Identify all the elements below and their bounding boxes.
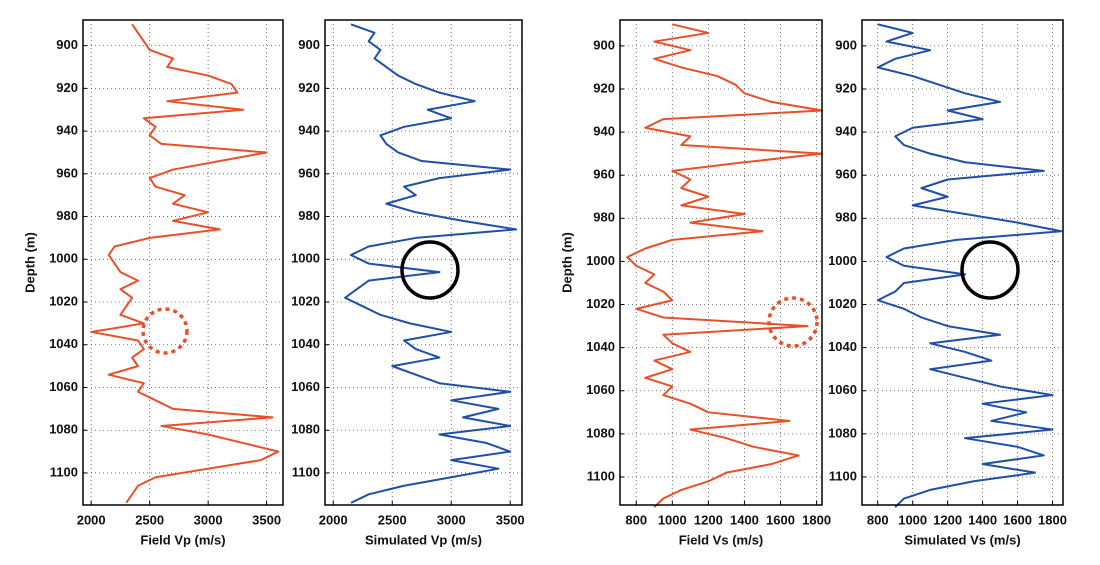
y-tick-label: 900 bbox=[835, 37, 857, 52]
y-tick-label: 1040 bbox=[828, 339, 857, 354]
y-tick-label: 1060 bbox=[49, 379, 78, 394]
y-tick-label: 940 bbox=[298, 123, 320, 138]
x-tick-label: 800 bbox=[867, 512, 889, 527]
y-tick-label: 1100 bbox=[587, 468, 615, 483]
y-tick-label: 1100 bbox=[50, 464, 78, 479]
x-tick-label: 1800 bbox=[1038, 512, 1067, 527]
log-curve bbox=[90, 23, 280, 504]
x-tick-label: 1200 bbox=[933, 512, 962, 527]
plot-border bbox=[619, 19, 823, 506]
x-tick-label: 1000 bbox=[898, 512, 927, 527]
x-tick-label: 3500 bbox=[496, 512, 525, 527]
x-tick-label: 1000 bbox=[658, 512, 687, 527]
plot-border bbox=[82, 19, 284, 506]
x-tick-label: 1400 bbox=[730, 512, 759, 527]
y-tick-label: 960 bbox=[835, 167, 857, 182]
y-tick-label: 1020 bbox=[49, 293, 78, 308]
log-curve bbox=[626, 23, 823, 508]
log-curve bbox=[344, 23, 518, 504]
y-tick-label: 1020 bbox=[828, 296, 857, 311]
x-axis-label: Field Vp (m/s) bbox=[140, 532, 225, 547]
y-tick-label: 920 bbox=[298, 80, 320, 95]
y-tick-label: 980 bbox=[593, 210, 615, 225]
x-tick-label: 3500 bbox=[252, 512, 281, 527]
plot-frame bbox=[620, 20, 822, 505]
y-axis-label: Depth (m) bbox=[22, 232, 37, 293]
y-tick-label: 1000 bbox=[49, 251, 78, 266]
y-tick-label: 920 bbox=[56, 80, 78, 95]
y-tick-label: 980 bbox=[298, 208, 320, 223]
y-tick-label: 1080 bbox=[49, 422, 78, 437]
x-axis-label: Field Vs (m/s) bbox=[679, 532, 764, 547]
y-tick-label: 960 bbox=[298, 165, 320, 180]
x-tick-label: 800 bbox=[625, 512, 647, 527]
x-tick-label: 1600 bbox=[766, 512, 795, 527]
y-tick-label: 1000 bbox=[586, 253, 615, 268]
y-tick-label: 1040 bbox=[49, 336, 78, 351]
y-tick-label: 980 bbox=[56, 208, 78, 223]
y-tick-label: 960 bbox=[593, 167, 615, 182]
x-axis-label: Simulated Vp (m/s) bbox=[365, 532, 482, 547]
y-tick-label: 900 bbox=[298, 37, 320, 52]
x-tick-label: 1600 bbox=[1003, 512, 1032, 527]
x-axis-label: Simulated Vs (m/s) bbox=[904, 532, 1020, 547]
x-tick-label: 3000 bbox=[194, 512, 223, 527]
y-tick-label: 920 bbox=[593, 80, 615, 95]
x-tick-label: 2500 bbox=[135, 512, 164, 527]
y-tick-label: 900 bbox=[56, 37, 78, 52]
plot-border bbox=[324, 19, 523, 506]
y-tick-label: 1060 bbox=[828, 382, 857, 397]
y-tick-label: 1020 bbox=[291, 293, 320, 308]
y-tick-label: 980 bbox=[835, 210, 857, 225]
x-tick-label: 2000 bbox=[77, 512, 106, 527]
plot-frame bbox=[325, 20, 522, 505]
y-tick-label: 940 bbox=[835, 124, 857, 139]
x-tick-label: 3000 bbox=[437, 512, 466, 527]
y-tick-label: 900 bbox=[593, 37, 615, 52]
highlight-circle bbox=[141, 307, 189, 355]
x-tick-label: 2500 bbox=[378, 512, 407, 527]
highlight-circle bbox=[400, 240, 460, 300]
x-tick-label: 2000 bbox=[319, 512, 348, 527]
y-tick-label: 960 bbox=[56, 165, 78, 180]
x-tick-label: 1400 bbox=[968, 512, 997, 527]
y-tick-label: 1100 bbox=[292, 464, 320, 479]
y-axis-label: Depth (m) bbox=[559, 232, 574, 293]
x-tick-label: 1200 bbox=[694, 512, 723, 527]
x-tick-label: 1800 bbox=[802, 512, 831, 527]
highlight-circle bbox=[960, 240, 1020, 300]
y-tick-label: 1040 bbox=[291, 336, 320, 351]
y-tick-label: 1080 bbox=[291, 422, 320, 437]
y-tick-label: 940 bbox=[56, 123, 78, 138]
y-tick-label: 1060 bbox=[586, 382, 615, 397]
plot-border bbox=[861, 19, 1064, 506]
y-tick-label: 1040 bbox=[586, 339, 615, 354]
y-tick-label: 1020 bbox=[586, 296, 615, 311]
y-tick-label: 920 bbox=[835, 80, 857, 95]
y-tick-label: 940 bbox=[593, 124, 615, 139]
y-tick-label: 1080 bbox=[586, 425, 615, 440]
y-tick-label: 1100 bbox=[829, 468, 857, 483]
y-tick-label: 1060 bbox=[291, 379, 320, 394]
highlight-circle bbox=[767, 296, 819, 348]
log-curve bbox=[876, 23, 1063, 508]
y-tick-label: 1080 bbox=[828, 425, 857, 440]
y-tick-label: 1000 bbox=[291, 251, 320, 266]
y-tick-label: 1000 bbox=[828, 253, 857, 268]
